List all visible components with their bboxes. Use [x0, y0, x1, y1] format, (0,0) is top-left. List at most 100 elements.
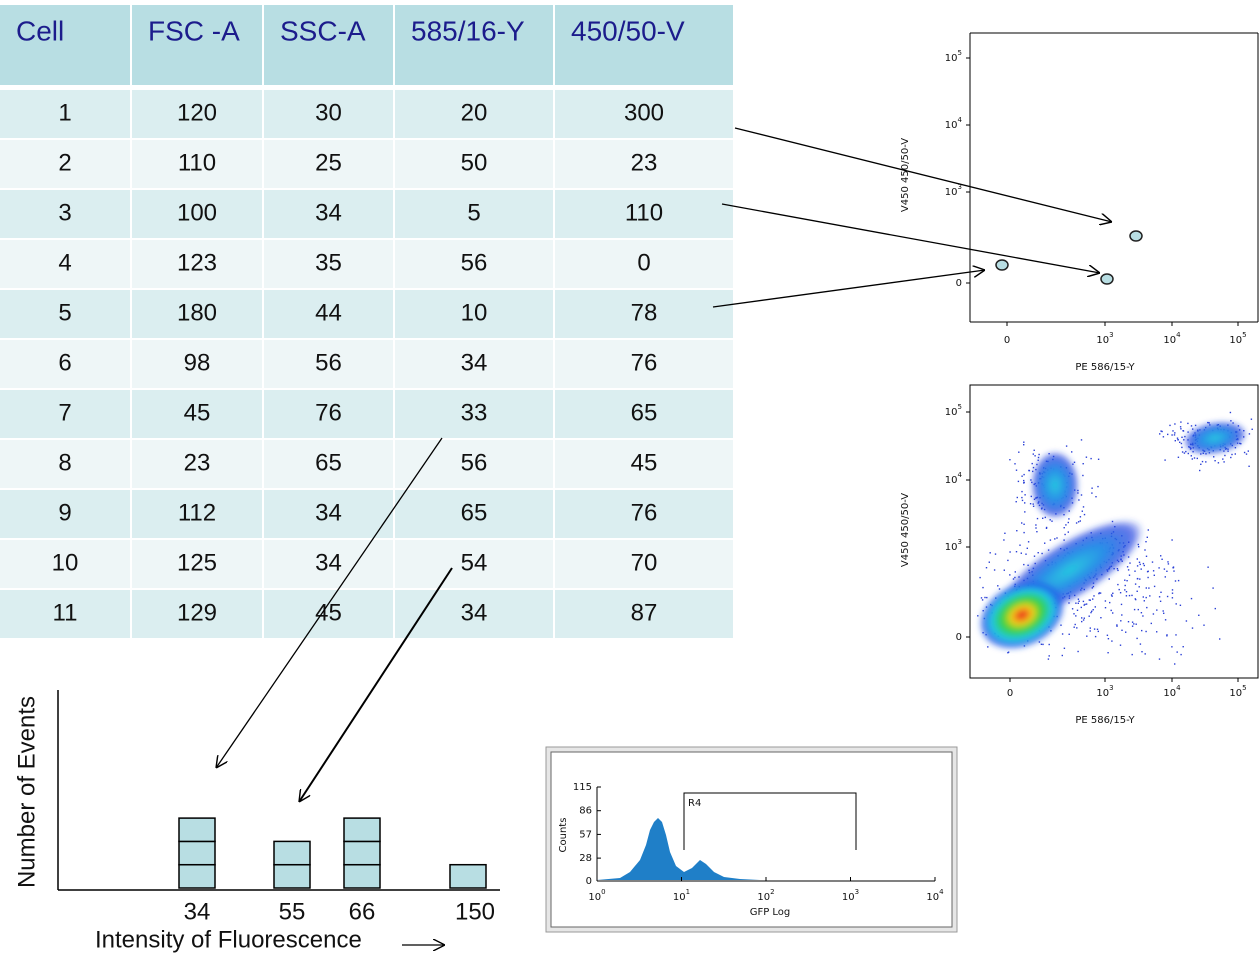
event-dot	[1036, 531, 1038, 533]
event-dot	[1163, 612, 1165, 614]
header-cell	[395, 5, 553, 85]
event-dot	[1147, 570, 1149, 572]
tick-base: 10	[945, 120, 958, 131]
event-dot	[1164, 619, 1167, 621]
tick-exponent: 5	[958, 49, 962, 57]
event-dot	[1133, 623, 1135, 625]
event-dot	[1081, 617, 1083, 619]
table-cell	[264, 490, 393, 538]
header-text: 585/16-Y	[411, 15, 525, 46]
event-dot	[1065, 524, 1067, 526]
cell-text: 76	[315, 399, 342, 426]
event-dot	[1024, 494, 1026, 496]
event-dot	[1137, 608, 1139, 611]
event-dot	[1166, 634, 1168, 636]
cell-text: 3	[58, 199, 71, 226]
event-dot	[1143, 600, 1145, 602]
cell-text: 10	[461, 299, 488, 326]
event-dot	[1097, 458, 1100, 460]
event-dot	[1150, 622, 1152, 625]
density-blob	[1183, 421, 1247, 455]
cell-text: 44	[315, 299, 342, 326]
event-dot	[1127, 621, 1130, 623]
event-dot	[1187, 452, 1189, 455]
tick-label: 100	[588, 888, 605, 903]
event-dot	[1126, 580, 1128, 582]
cell-text: 5	[58, 299, 71, 326]
event-dot	[1169, 424, 1171, 427]
tick-base: 10	[588, 892, 601, 903]
event-dot	[1171, 539, 1173, 541]
density-blob	[979, 580, 1065, 650]
event-dot	[1089, 630, 1091, 632]
event-dot	[1014, 571, 1016, 573]
event-dot	[1153, 585, 1156, 588]
event-dot	[1064, 533, 1066, 536]
tick-label: 105	[945, 403, 962, 418]
event-dot	[988, 561, 990, 563]
event-dot	[1182, 430, 1185, 432]
arrow	[299, 567, 453, 802]
event-dot	[1042, 643, 1044, 646]
tick-label: 104	[945, 116, 963, 131]
event-dot	[1094, 635, 1097, 638]
event-dot	[1104, 607, 1107, 609]
tick-exponent: 0	[601, 888, 605, 896]
y-tick-label: 57	[579, 829, 592, 840]
table-cell	[0, 190, 130, 238]
event-dot	[1044, 516, 1046, 519]
table-cell	[555, 190, 733, 238]
event-dot	[1129, 562, 1131, 564]
tick-label: 0	[956, 632, 962, 643]
tick-label: 103	[1096, 684, 1113, 699]
event-dot	[1007, 559, 1009, 562]
event-dot	[1097, 485, 1099, 488]
event-dot	[1084, 603, 1086, 606]
event-dot	[1106, 634, 1109, 636]
cell-text: 112	[178, 499, 216, 526]
event-dot	[1174, 423, 1176, 425]
event-dot	[1111, 595, 1113, 597]
event-dot	[1174, 440, 1176, 442]
event-dot	[1142, 615, 1144, 617]
event-dot	[1234, 453, 1236, 455]
event-dot	[1162, 436, 1165, 438]
event-dot	[1089, 627, 1091, 629]
event-dot	[1160, 555, 1162, 557]
event-dot	[1077, 521, 1080, 523]
event-dot	[1097, 630, 1099, 633]
table-cell	[555, 140, 733, 188]
event-dot	[1176, 651, 1178, 653]
event-dot	[1060, 624, 1062, 626]
event-dot	[1127, 569, 1130, 571]
event-box	[178, 817, 216, 843]
stack-column	[343, 817, 381, 889]
event-dot	[1166, 635, 1168, 637]
event-dot	[1073, 626, 1075, 628]
event-dot	[1136, 590, 1138, 592]
tick-base: 10	[945, 53, 958, 64]
event-dot	[1067, 521, 1069, 524]
tick-label: 103	[945, 538, 962, 553]
event-dot	[1049, 539, 1052, 541]
table-cell	[264, 390, 393, 438]
event-dot	[1145, 541, 1147, 543]
tick-label: 105	[1229, 331, 1246, 346]
event-dot	[1012, 578, 1015, 580]
event-dot	[1136, 558, 1138, 560]
table-cell	[132, 390, 262, 438]
event-dot	[994, 553, 997, 555]
event-dot	[1035, 524, 1037, 526]
event-dot	[1081, 620, 1083, 623]
cell-text: 6	[58, 349, 71, 376]
x-axis-label: GFP Log	[750, 907, 791, 918]
event-dot	[1024, 502, 1026, 504]
table-cell	[0, 590, 130, 638]
event-dot	[1021, 499, 1024, 502]
event-dot	[1185, 620, 1188, 622]
event-dot	[1007, 651, 1010, 653]
event-dot	[1171, 646, 1173, 648]
